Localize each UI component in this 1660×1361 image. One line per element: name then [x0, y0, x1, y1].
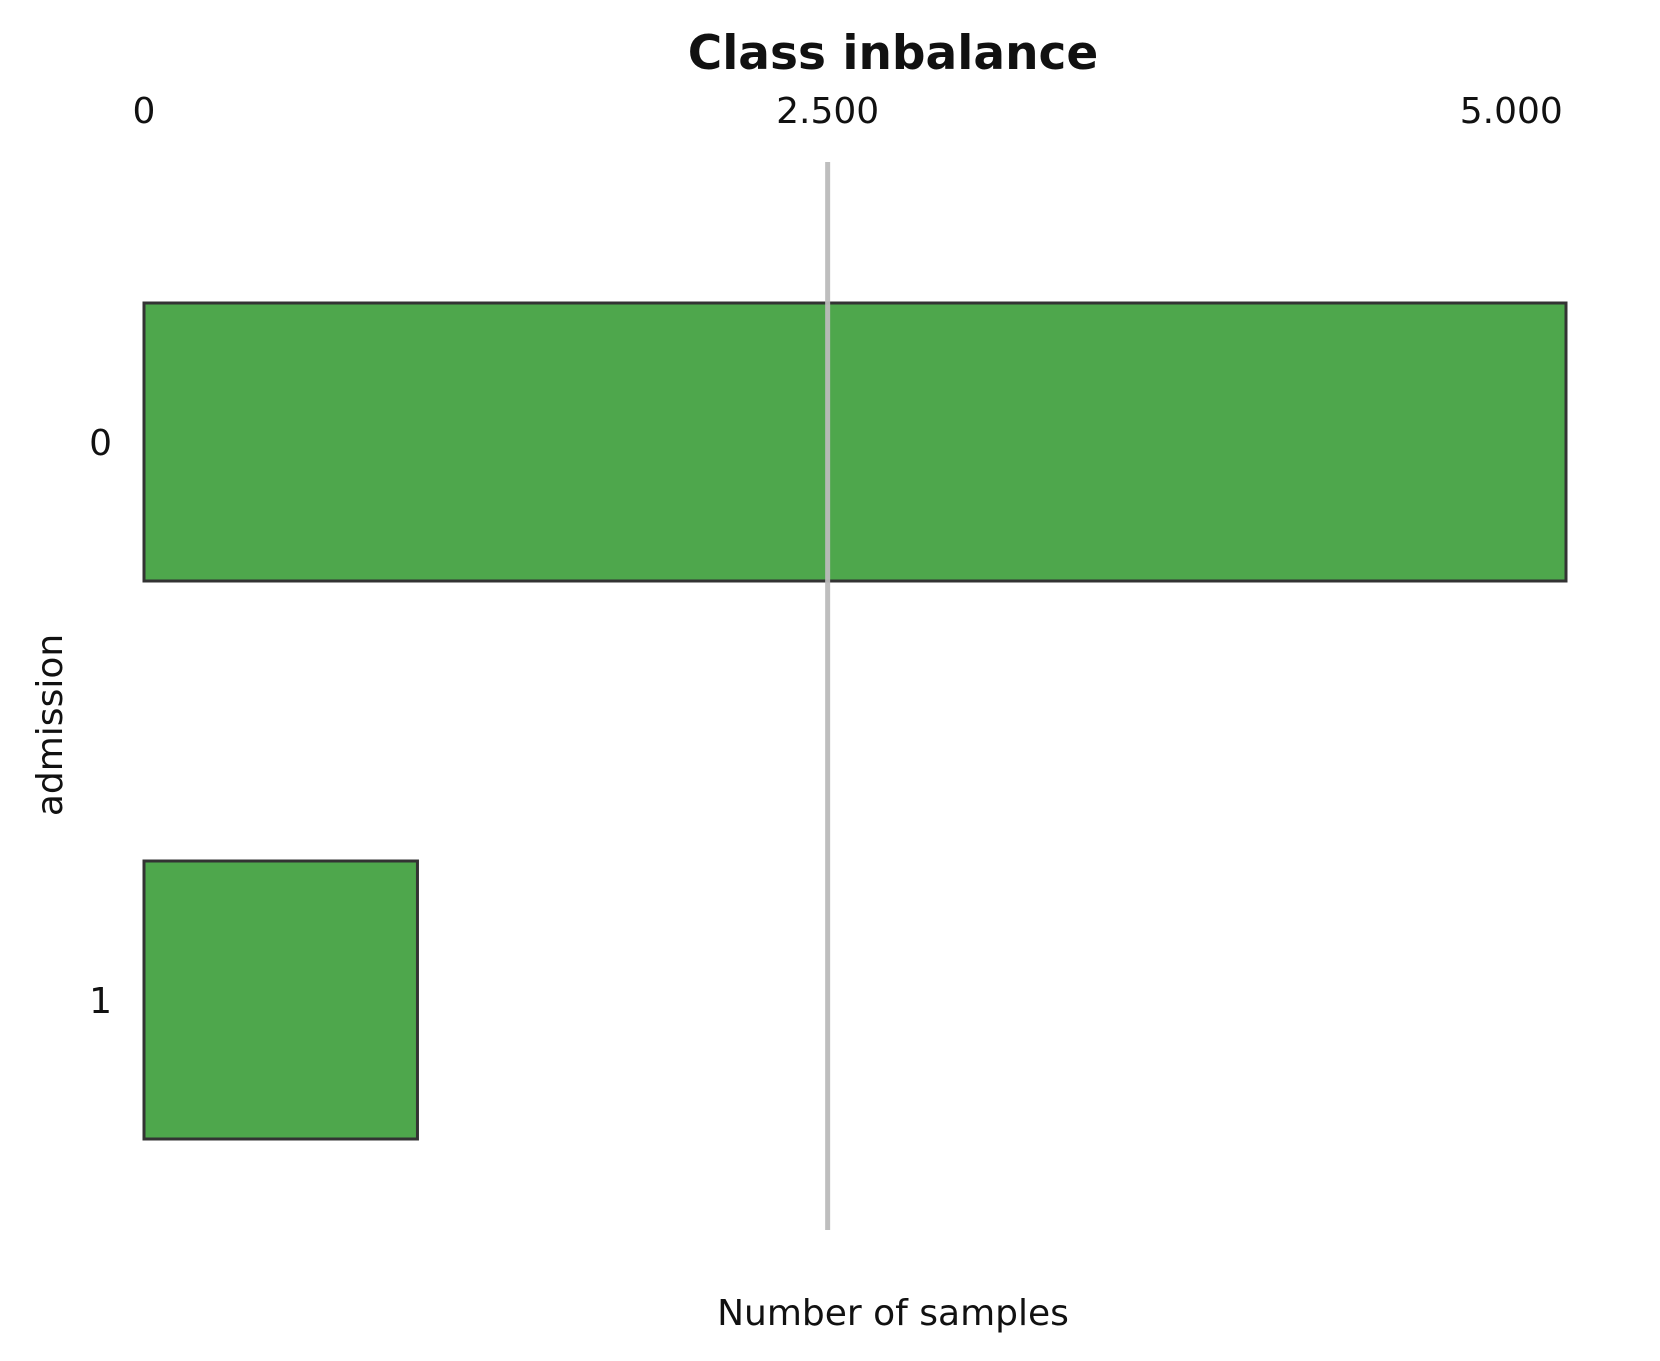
y-axis-label: admission: [30, 634, 71, 816]
bar-1: [142, 859, 419, 1141]
x-tick-label: 2.500: [776, 91, 879, 132]
y-tick-label: 0: [89, 423, 112, 464]
y-tick-label: 1: [89, 981, 112, 1022]
bars: [142, 301, 1568, 1141]
y-tick-labels: 01: [89, 423, 112, 1022]
x-tick-label: 5.000: [1460, 91, 1563, 132]
x-tick-labels: 0 2.500 5.000: [133, 91, 1563, 132]
x-tick-label: 0: [133, 91, 156, 132]
x-axis-label: Number of samples: [717, 1293, 1069, 1334]
bar-0: [142, 301, 1568, 583]
chart-title: Class inbalance: [688, 26, 1099, 81]
